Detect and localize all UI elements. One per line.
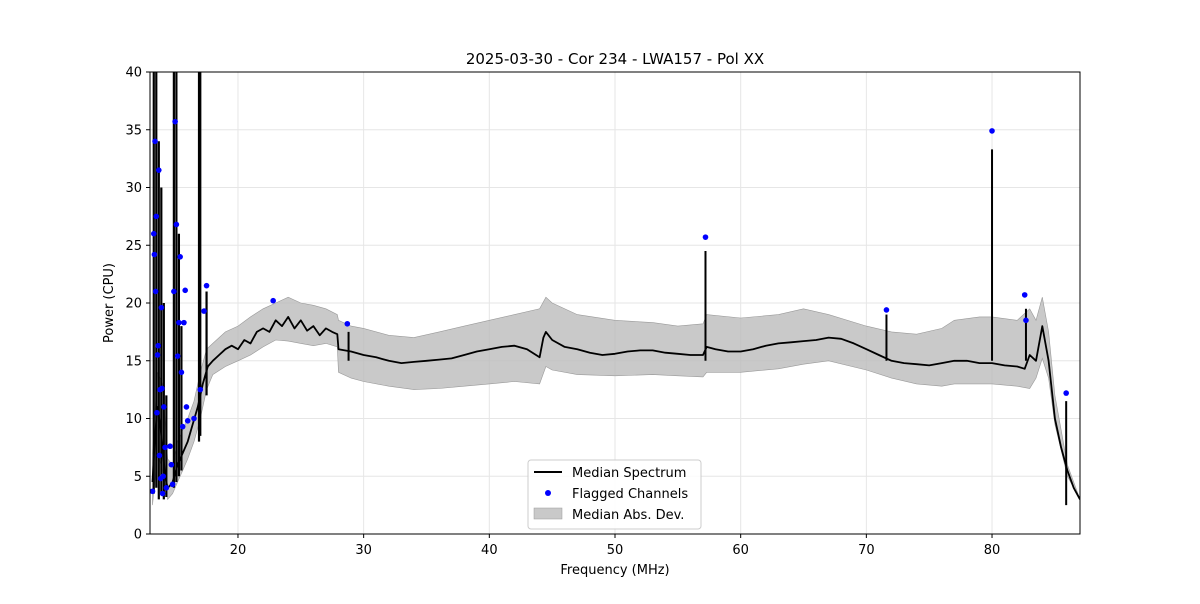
flagged-channel-point <box>159 385 165 392</box>
flagged-channel-point <box>171 288 177 295</box>
spike-layer <box>152 72 1068 506</box>
flagged-channel-point <box>179 423 186 430</box>
x-tick-label: 40 <box>481 543 498 558</box>
legend-box <box>527 459 702 530</box>
y-tick-label: 35 <box>125 123 142 138</box>
flagged-channel-point <box>174 353 181 359</box>
flagged-channel-point <box>155 342 161 349</box>
flagged-channel-point <box>153 213 160 220</box>
flagged-channel-point <box>702 234 709 240</box>
flagged-channel-point <box>270 297 276 304</box>
flagged-channel-point <box>154 352 161 358</box>
y-tick-label: 20 <box>125 297 142 312</box>
flagged-channel-point <box>172 118 178 125</box>
chart-title: 2025-03-30 - Cor 234 - LWA157 - Pol XX <box>466 50 764 68</box>
y-tick-label: 30 <box>125 181 142 196</box>
flagged-channel-point <box>182 287 188 294</box>
y-tick-label: 5 <box>134 470 142 485</box>
x-tick-label: 50 <box>607 543 624 558</box>
y-axis-label: Power (CPU) <box>102 263 117 343</box>
y-tick-label: 10 <box>125 412 142 427</box>
median-line-layer <box>151 316 1080 500</box>
y-tick-label: 25 <box>125 239 142 254</box>
flagged-channel-point <box>173 221 180 228</box>
flagged-points-layer <box>150 118 1069 497</box>
flagged-channel-point <box>167 443 173 450</box>
legend-band-swatch <box>533 507 563 520</box>
flagged-channel-point <box>178 369 185 376</box>
flagged-channel-point <box>203 282 210 289</box>
flagged-channel-point <box>156 452 163 459</box>
flagged-channel-point <box>184 418 191 424</box>
flagged-channel-point <box>169 481 176 488</box>
x-tick-label: 20 <box>230 543 247 558</box>
flagged-channel-point <box>152 288 159 295</box>
flagged-channel-point <box>883 307 890 313</box>
flagged-channel-point <box>154 409 160 416</box>
flagged-channel-point <box>158 304 165 311</box>
flagged-channel-point <box>150 230 157 237</box>
flagged-channel-point <box>151 251 158 258</box>
flagged-channel-point <box>163 485 170 491</box>
legend-label-flagged: Flagged Channels <box>572 487 688 502</box>
flagged-channel-point <box>160 473 166 480</box>
x-axis-label: Frequency (MHz) <box>560 563 669 578</box>
flagged-channel-point <box>152 138 158 145</box>
flagged-channel-point <box>183 404 190 410</box>
flagged-channel-point <box>159 490 166 497</box>
grid-lines <box>150 71 1080 535</box>
x-tick-label: 80 <box>984 543 1001 558</box>
flagged-channel-point <box>1021 292 1028 298</box>
flagged-channel-point <box>177 253 183 260</box>
flagged-channel-point <box>1023 317 1029 324</box>
flagged-channel-point <box>201 308 207 314</box>
flagged-channel-point <box>176 319 182 326</box>
legend-label-median: Median Spectrum <box>572 466 686 481</box>
flagged-channel-point <box>1063 390 1069 396</box>
flagged-channel-point <box>161 404 167 410</box>
flagged-channel-point <box>168 461 175 468</box>
flagged-channel-point <box>155 167 162 173</box>
flagged-channel-point <box>197 386 204 393</box>
x-tick-label: 60 <box>732 543 749 558</box>
median-spectrum-line <box>151 316 1080 500</box>
flagged-channel-point <box>989 128 995 134</box>
flagged-channel-point <box>181 319 187 326</box>
legend-label-mad: Median Abs. Dev. <box>572 508 684 523</box>
flagged-channel-point <box>191 415 197 422</box>
legend: Median Spectrum Flagged Channels Median … <box>527 459 702 530</box>
legend-point-swatch <box>545 490 551 496</box>
flagged-channel-point <box>162 444 168 451</box>
flagged-channel-point <box>150 488 156 495</box>
y-tick-label: 40 <box>125 66 142 81</box>
y-tick-label: 0 <box>134 528 142 543</box>
x-tick-label: 70 <box>858 543 875 558</box>
y-axis-ticks: 0 5 10 15 20 25 30 35 40 <box>125 66 150 543</box>
y-tick-label: 15 <box>125 354 142 369</box>
x-axis-ticks: 20 30 40 50 60 70 80 <box>230 534 1001 558</box>
x-tick-label: 30 <box>355 543 372 558</box>
flagged-channel-point <box>344 320 351 327</box>
